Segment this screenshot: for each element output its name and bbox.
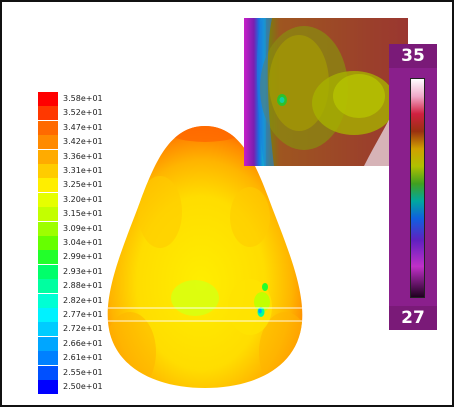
legend-swatch xyxy=(38,178,58,193)
legend-label: 3.58e+01 xyxy=(63,94,103,103)
legend-label: 2.72e+01 xyxy=(63,324,103,334)
legend-label: 3.42e+01 xyxy=(63,137,103,147)
legend-swatch xyxy=(38,380,58,394)
legend-swatch xyxy=(38,164,58,178)
legend-swatch xyxy=(38,365,58,380)
legend-entry: 2.55e+01 xyxy=(38,365,118,380)
legend-label: 3.52e+01 xyxy=(63,108,103,118)
legend-entry: 2.99e+01 xyxy=(38,250,118,265)
simulated-temperature-contour xyxy=(107,126,303,388)
legend-swatch xyxy=(38,92,58,106)
legend-entry: 2.88e+01 xyxy=(38,279,118,294)
colorbar-min-label: 27 xyxy=(389,306,437,330)
legend-entry: 3.20e+01 xyxy=(38,192,118,207)
legend-entry: 3.31e+01 xyxy=(38,164,118,178)
legend-swatch xyxy=(38,308,58,322)
legend-swatch xyxy=(38,135,58,150)
legend-label: 2.93e+01 xyxy=(63,266,103,276)
legend-swatch xyxy=(38,207,58,222)
legend-swatch xyxy=(38,279,58,294)
legend-swatch xyxy=(38,293,58,308)
legend-entry: 2.66e+01 xyxy=(38,336,118,351)
legend-entry: 3.09e+01 xyxy=(38,221,118,236)
legend-entry: 3.47e+01 xyxy=(38,120,118,135)
thermal-colorbar: 35 xyxy=(389,44,437,330)
legend-label: 2.77e+01 xyxy=(63,310,103,319)
legend-swatch xyxy=(38,149,58,164)
colorbar-gradient-strip xyxy=(410,78,425,298)
legend-entry: 3.36e+01 xyxy=(38,149,118,164)
legend-label: 2.88e+01 xyxy=(63,281,103,291)
legend-entry: 3.58e+01 xyxy=(38,92,118,106)
legend-swatch xyxy=(38,192,58,207)
legend-swatch xyxy=(38,322,58,337)
legend-swatch xyxy=(38,264,58,279)
legend-label: 3.09e+01 xyxy=(63,223,103,233)
legend-label: 3.04e+01 xyxy=(63,238,103,247)
legend-swatch xyxy=(38,221,58,236)
legend-label: 2.61e+01 xyxy=(63,353,103,363)
legend-entry: 2.77e+01 xyxy=(38,308,118,322)
legend-entry: 3.25e+01 xyxy=(38,178,118,193)
legend-label: 2.82e+01 xyxy=(63,295,103,305)
legend-label: 3.47e+01 xyxy=(63,122,103,132)
legend-label: 3.31e+01 xyxy=(63,166,103,175)
legend-swatch xyxy=(38,351,58,366)
legend-swatch xyxy=(38,250,58,265)
legend-label: 2.55e+01 xyxy=(63,367,103,377)
legend-label: 2.99e+01 xyxy=(63,252,103,262)
legend-entry: 2.72e+01 xyxy=(38,322,118,337)
legend-label: 3.20e+01 xyxy=(63,194,103,204)
legend-label: 2.66e+01 xyxy=(63,338,103,348)
legend-entry: 2.82e+01 xyxy=(38,293,118,308)
legend-label: 3.25e+01 xyxy=(63,180,103,190)
legend-entry: 3.42e+01 xyxy=(38,135,118,150)
legend-entry: 3.52e+01 xyxy=(38,106,118,121)
colorbar-max-label: 35 xyxy=(389,44,437,68)
legend-swatch xyxy=(38,106,58,121)
legend-entry: 2.93e+01 xyxy=(38,264,118,279)
legend-entry: 3.04e+01 xyxy=(38,236,118,250)
legend-label: 3.36e+01 xyxy=(63,151,103,161)
legend-swatch xyxy=(38,336,58,351)
legend-entry: 2.50e+01 xyxy=(38,380,118,394)
legend-label: 2.50e+01 xyxy=(63,382,103,391)
legend-swatch xyxy=(38,120,58,135)
legend-entry: 2.61e+01 xyxy=(38,351,118,366)
legend-entry: 3.15e+01 xyxy=(38,207,118,222)
colorbar-body xyxy=(389,68,437,306)
legend-label: 3.15e+01 xyxy=(63,209,103,219)
infrared-thermal-image xyxy=(244,18,408,166)
legend-swatch xyxy=(38,236,58,250)
